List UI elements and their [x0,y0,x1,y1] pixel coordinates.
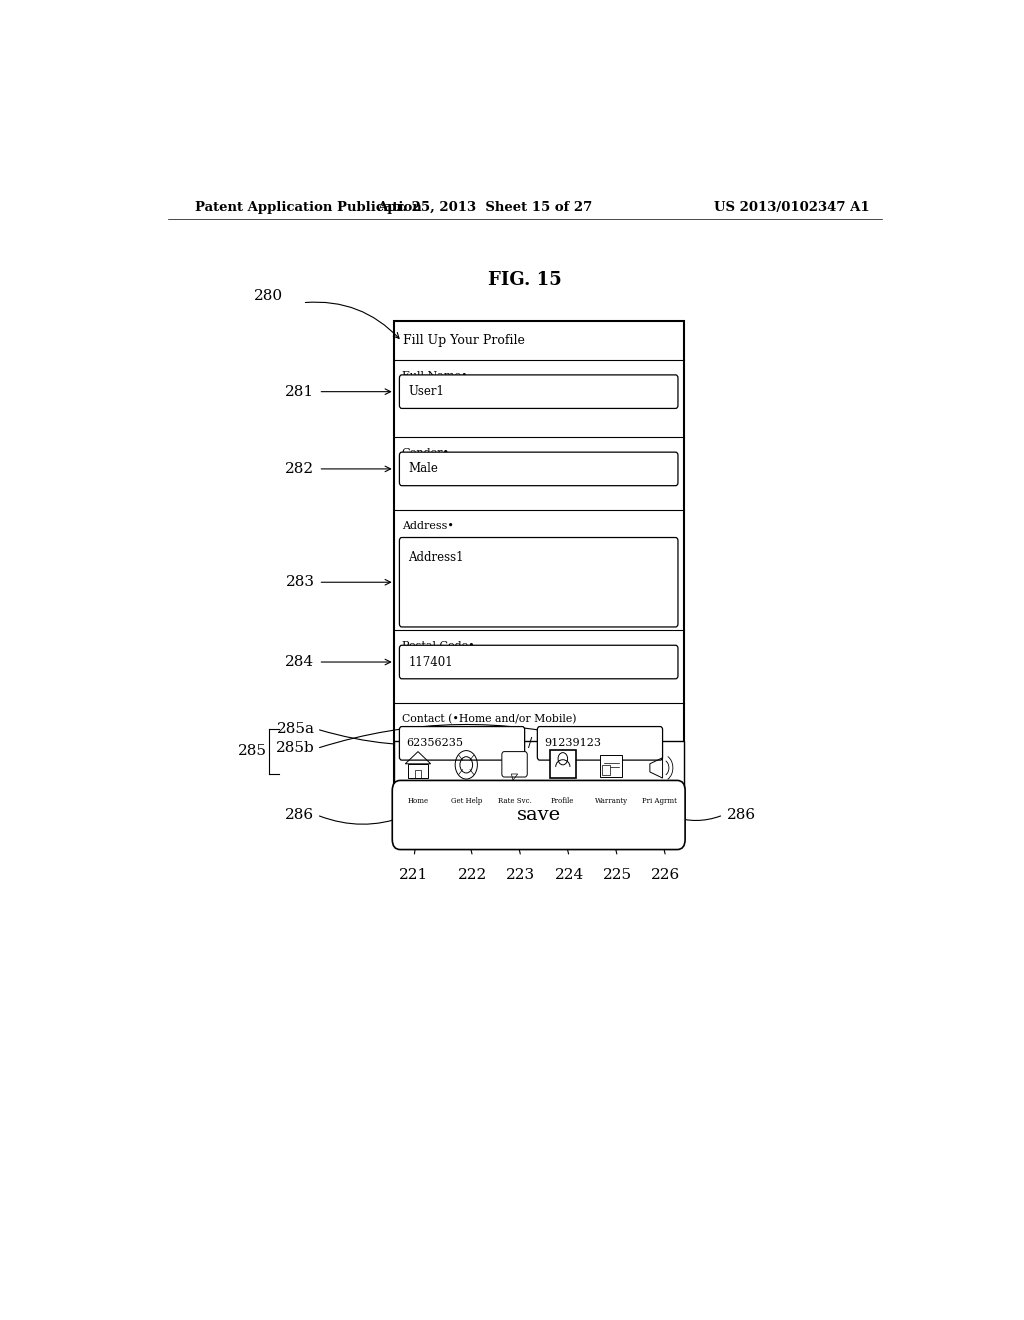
Text: 281: 281 [286,384,314,399]
Text: Address•: Address• [401,521,454,531]
Text: 222: 222 [458,869,487,882]
Text: 62356235: 62356235 [407,738,464,748]
FancyBboxPatch shape [550,750,575,777]
Text: save: save [517,807,561,824]
Text: Get Help: Get Help [451,797,482,805]
Text: 282: 282 [286,462,314,477]
FancyBboxPatch shape [399,375,678,408]
Text: Fill Up Your Profile: Fill Up Your Profile [403,334,525,347]
Text: 91239123: 91239123 [545,738,601,748]
Text: 223: 223 [506,869,536,882]
FancyBboxPatch shape [394,321,684,814]
FancyBboxPatch shape [399,537,678,627]
Text: Patent Application Publication: Patent Application Publication [196,201,422,214]
Text: 225: 225 [603,869,632,882]
Text: Warranty: Warranty [595,797,628,805]
Text: Address1: Address1 [409,550,464,564]
Text: 285b: 285b [275,742,314,755]
FancyBboxPatch shape [601,764,609,775]
Text: 221: 221 [399,869,429,882]
FancyBboxPatch shape [399,726,524,760]
FancyBboxPatch shape [538,726,663,760]
Text: /: / [528,737,532,750]
Text: 286: 286 [286,808,314,822]
Text: Rate Svc.: Rate Svc. [498,797,531,805]
Text: User1: User1 [409,385,444,399]
Text: Apr. 25, 2013  Sheet 15 of 27: Apr. 25, 2013 Sheet 15 of 27 [378,201,593,214]
Text: Full Name•: Full Name• [401,371,467,381]
Text: 283: 283 [286,576,314,589]
Text: Gender•: Gender• [401,447,450,458]
FancyBboxPatch shape [399,453,678,486]
Text: 117401: 117401 [409,656,453,668]
FancyBboxPatch shape [399,645,678,678]
Text: 285: 285 [238,744,267,759]
FancyBboxPatch shape [502,751,527,777]
FancyBboxPatch shape [392,780,685,850]
FancyBboxPatch shape [600,755,623,777]
Text: 284: 284 [286,655,314,669]
Text: 224: 224 [555,869,584,882]
Text: US 2013/0102347 A1: US 2013/0102347 A1 [715,201,870,214]
Text: Contact (•Home and/or Mobile): Contact (•Home and/or Mobile) [401,714,577,725]
Text: Profile: Profile [551,797,574,805]
FancyBboxPatch shape [394,741,684,814]
Text: 286: 286 [727,808,757,822]
Text: FIG. 15: FIG. 15 [487,272,562,289]
Text: 285a: 285a [276,722,314,737]
Text: 226: 226 [651,869,680,882]
Text: Postal Code•: Postal Code• [401,642,474,651]
Text: Pri Agrmt: Pri Agrmt [642,797,677,805]
Text: 280: 280 [254,289,283,302]
Text: Home: Home [408,797,429,805]
Text: Male: Male [409,462,438,475]
